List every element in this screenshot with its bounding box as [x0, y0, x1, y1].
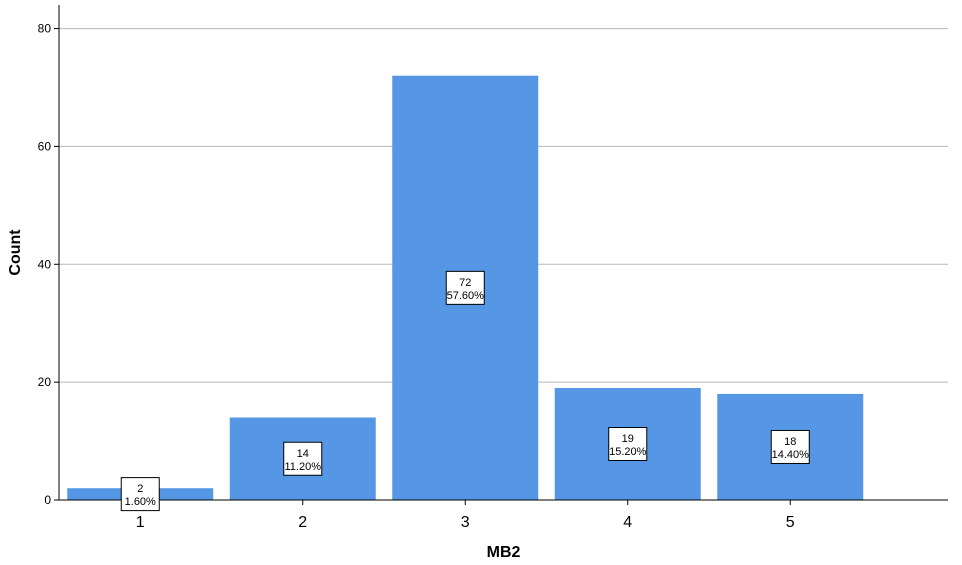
data-label-percent: 15.20% — [609, 446, 647, 458]
data-label-box — [283, 441, 323, 476]
x-tick-label: 2 — [298, 514, 307, 531]
y-tick-label: 0 — [44, 493, 51, 507]
data-label-percent: 11.20% — [285, 461, 322, 473]
x-tick-label: 5 — [786, 514, 795, 531]
x-tick-label: 1 — [136, 514, 145, 531]
data-label-count: 19 — [622, 433, 634, 445]
data-label-count: 14 — [297, 448, 309, 460]
data-label-count: 2 — [137, 483, 143, 495]
data-label-box — [770, 429, 810, 464]
bars — [67, 75, 864, 500]
data-label-percent: 14.40% — [772, 449, 810, 461]
y-tick-label: 80 — [38, 22, 52, 36]
data-label-count: 18 — [784, 436, 796, 448]
y-tick-label: 60 — [38, 139, 52, 153]
y-axis-title: Count — [7, 229, 24, 276]
x-axis-title: MB2 — [487, 544, 521, 561]
x-axis-ticks: 1 2 3 4 5 — [136, 500, 795, 531]
x-tick-label: 4 — [623, 514, 632, 531]
data-label-box — [608, 427, 648, 462]
data-label-percent: 57.60% — [447, 290, 485, 302]
y-axis-ticks: 0 20 40 60 80 — [38, 22, 59, 507]
data-label: 21.60% — [120, 477, 160, 512]
axes — [58, 5, 948, 501]
y-tick-label: 40 — [38, 257, 52, 271]
data-label-box — [445, 270, 485, 305]
data-label-count: 72 — [459, 277, 471, 289]
y-tick-label: 20 — [38, 375, 52, 389]
data-label-box — [120, 477, 160, 512]
x-tick-label: 3 — [461, 514, 470, 531]
data-label-percent: 1.60% — [125, 496, 156, 508]
